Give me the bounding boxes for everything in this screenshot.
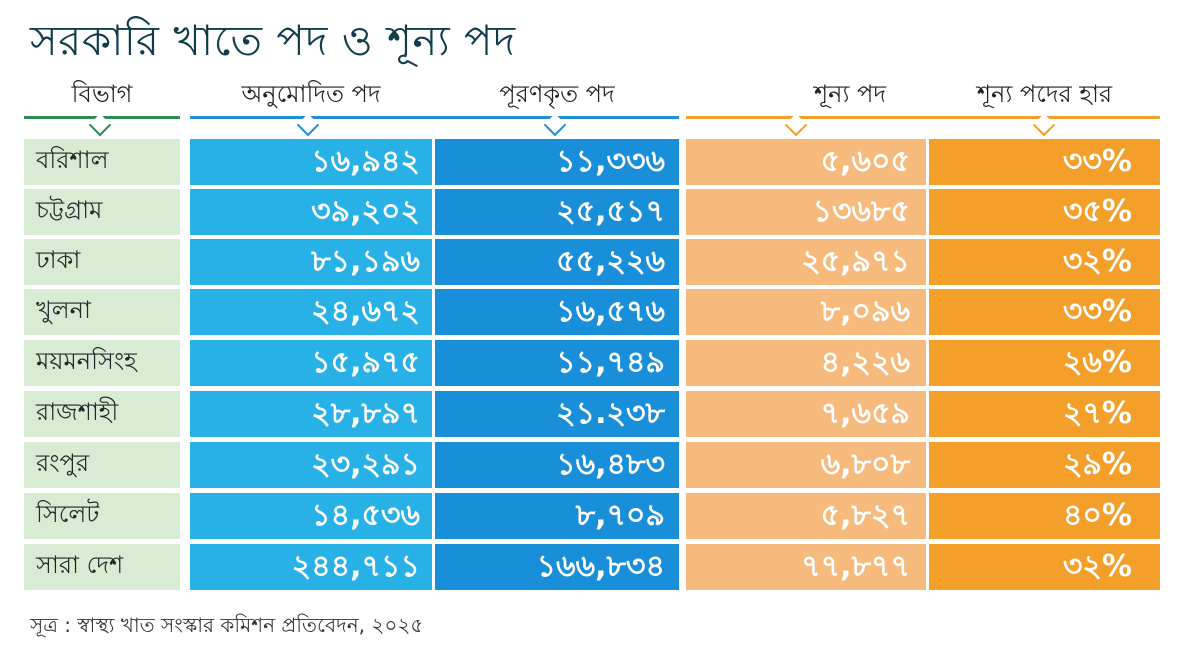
header-blue-underline: [190, 116, 679, 119]
vacant-cell: ৭,৬৫৯: [686, 391, 926, 437]
rate-cell: ৩৩%: [929, 289, 1160, 335]
vacant-cell: ৫,৮২৭: [686, 493, 926, 539]
vacant-cell: ৮,০৯৬: [686, 289, 926, 335]
division-cell: চট্টগ্রাম: [24, 189, 180, 235]
vacant-cell: ৭৭,৮৭৭: [686, 544, 926, 590]
table-row: রংপুর ২৩,২৯১ ১৬,৪৮৩ ৬,৮০৮ ২৯%: [24, 442, 1160, 488]
header-vacancy-rate: শূন্য পদের হার: [976, 80, 1113, 108]
table-row: রাজশাহী ২৮,৮৯৭ ২১.২৩৮ ৭,৬৫৯ ২৭%: [24, 391, 1160, 437]
filled-cell: ১৬,৪৮৩: [435, 442, 679, 488]
table-row: ঢাকা ৮১,১৯৬ ৫৫,২২৬ ২৫,৯৭১ ৩২%: [24, 239, 1160, 285]
header-orange-underline: [686, 116, 1160, 119]
division-cell: রাজশাহী: [24, 391, 180, 437]
header-approved-posts: অনুমোদিত পদ: [241, 80, 381, 108]
filled-cell: ১৬৬,৮৩৪: [435, 544, 679, 590]
table-row: সিলেট ১৪,৫৩৬ ৮,৭০৯ ৫,৮২৭ ৪০%: [24, 493, 1160, 539]
approved-cell: ৮১,১৯৬: [190, 239, 432, 285]
vacant-cell: ৪,২২৬: [686, 340, 926, 386]
rate-cell: ২৯%: [929, 442, 1160, 488]
rate-cell: ৩২%: [929, 239, 1160, 285]
division-cell: ঢাকা: [24, 239, 180, 285]
division-cell: সিলেট: [24, 493, 180, 539]
division-cell: ময়মনসিংহ: [24, 340, 180, 386]
filled-cell: ১৬,৫৭৬: [435, 289, 679, 335]
vacant-cell: ৫,৬০৫: [686, 139, 926, 185]
approved-cell: ২৩,২৯১: [190, 442, 432, 488]
table-row-total: সারা দেশ ২৪৪,৭১১ ১৬৬,৮৩৪ ৭৭,৮৭৭ ৩২%: [24, 544, 1160, 590]
chart-title: সরকারি খাতে পদ ও শূন্য পদ: [30, 16, 516, 65]
rate-cell: ৩২%: [929, 544, 1160, 590]
filled-cell: ৮,৭০৯: [435, 493, 679, 539]
header-vacant-posts: শূন্য পদ: [813, 80, 886, 108]
table-row: খুলনা ২৪,৬৭২ ১৬,৫৭৬ ৮,০৯৬ ৩৩%: [24, 289, 1160, 335]
table-row: ময়মনসিংহ ১৫,৯৭৫ ১১,৭৪৯ ৪,২২৬ ২৬%: [24, 340, 1160, 386]
division-cell: খুলনা: [24, 289, 180, 335]
vacant-cell: ২৫,৯৭১: [686, 239, 926, 285]
approved-cell: ১৪,৫৩৬: [190, 493, 432, 539]
filled-cell: ১১,৭৪৯: [435, 340, 679, 386]
rate-cell: ৪০%: [929, 493, 1160, 539]
source-note: সূত্র : স্বাস্থ্য খাত সংস্কার কমিশন প্রত…: [30, 613, 424, 637]
table-row: বরিশাল ১৬,৯৪২ ১১,৩৩৬ ৫,৬০৫ ৩৩%: [24, 139, 1160, 185]
division-cell: রংপুর: [24, 442, 180, 488]
approved-cell: ২৪৪,৭১১: [190, 544, 432, 590]
approved-cell: ২৪,৬৭২: [190, 289, 432, 335]
header-filled-posts: পূরণকৃত পদ: [499, 80, 615, 108]
division-cell: বরিশাল: [24, 139, 180, 185]
rate-cell: ২৬%: [929, 340, 1160, 386]
rate-cell: ৩৫%: [929, 189, 1160, 235]
rate-cell: ৩৩%: [929, 139, 1160, 185]
vacant-cell: ১৩৬৮৫: [686, 189, 926, 235]
approved-cell: ২৮,৮৯৭: [190, 391, 432, 437]
approved-cell: ৩৯,২০২: [190, 189, 432, 235]
rate-cell: ২৭%: [929, 391, 1160, 437]
approved-cell: ১৫,৯৭৫: [190, 340, 432, 386]
table-row: চট্টগ্রাম ৩৯,২০২ ২৫,৫১৭ ১৩৬৮৫ ৩৫%: [24, 189, 1160, 235]
vacant-cell: ৬,৮০৮: [686, 442, 926, 488]
header-division: বিভাগ: [71, 80, 133, 108]
filled-cell: ৫৫,২২৬: [435, 239, 679, 285]
filled-cell: ২৫,৫১৭: [435, 189, 679, 235]
approved-cell: ১৬,৯৪২: [190, 139, 432, 185]
filled-cell: ২১.২৩৮: [435, 391, 679, 437]
filled-cell: ১১,৩৩৬: [435, 139, 679, 185]
division-cell: সারা দেশ: [24, 544, 180, 590]
